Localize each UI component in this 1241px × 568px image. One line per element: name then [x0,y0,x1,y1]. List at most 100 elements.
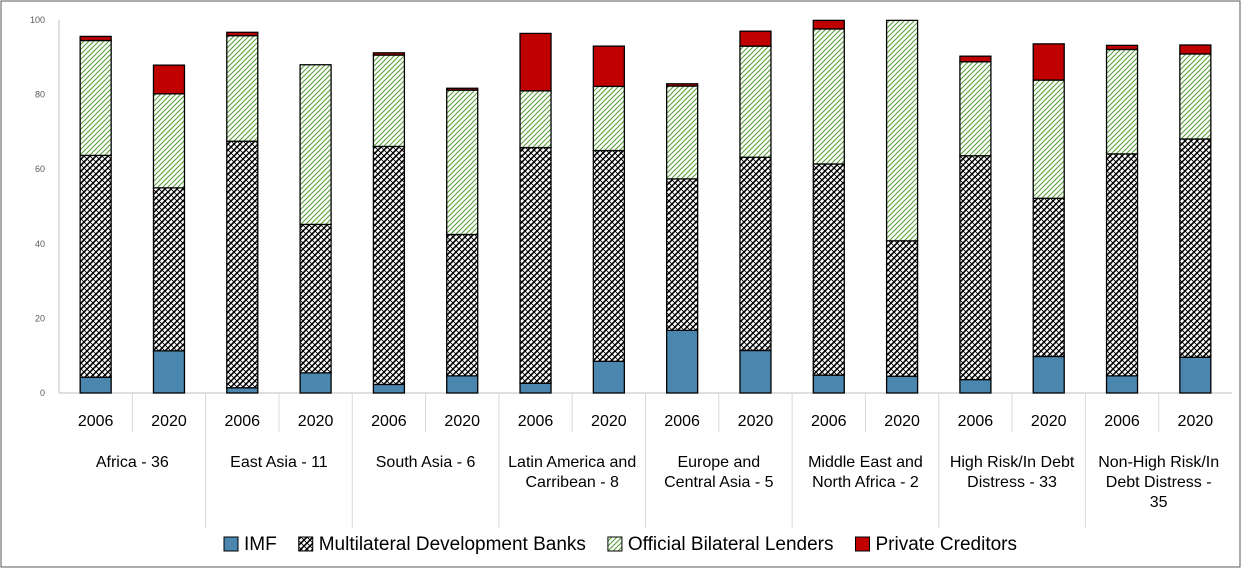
bar-segment [592,85,625,152]
x-tick-label-year: 2006 [958,413,994,430]
bar-segment [372,383,406,394]
bar-segment [446,87,479,91]
bar-segment [299,64,332,226]
bar-segment [739,349,772,394]
bar-segment [1179,53,1212,140]
x-tick-label-year: 2020 [738,413,774,430]
y-tick-label: 20 [35,313,45,323]
bar-segment [1105,44,1139,51]
bar-segment [372,52,406,56]
legend-label: IMF [244,534,277,555]
bar-segment [1032,79,1065,199]
x-tick-label-year: 2020 [444,413,480,430]
bar-segment [1179,44,1212,55]
x-tick-label-year: 2006 [371,413,407,430]
x-tick-label-year: 2006 [224,413,260,430]
x-group-label: East Asia - 11 [230,454,328,471]
bar-segment [666,83,699,87]
y-tick-label: 100 [30,15,45,25]
bar-segment [885,19,919,242]
x-tick-label-year: 2020 [1031,413,1067,430]
y-tick-label: 0 [40,388,45,398]
bar-segment [79,154,112,378]
legend-swatch [607,536,623,552]
bar-segment [666,85,699,180]
y-tick-label: 60 [35,164,45,174]
x-tick-label-year: 2006 [1104,413,1140,430]
x-group-label: Africa - 36 [96,454,169,471]
bar-segment [226,31,259,37]
bar-segment [1032,355,1065,394]
bar-segment [79,376,112,394]
bar-segment [1105,48,1139,155]
bar-segment [959,61,992,157]
bar-segment [592,45,625,88]
legend-swatch [223,536,239,552]
bar-segment [812,163,845,376]
bar-segment [1032,197,1065,358]
legend-swatch [855,536,870,552]
x-tick-label-year: 2020 [884,413,920,430]
bar-segment [372,145,406,386]
x-tick-label-year: 2006 [664,413,700,430]
bar-segment [1105,375,1139,394]
y-tick-label: 40 [35,239,45,249]
x-tick-label-year: 2006 [518,413,554,430]
x-group-label: Middle East and North Africa - 2 [808,454,923,491]
x-group-label: Latin America and Carribean - 8 [508,454,636,491]
bar-segment [226,35,259,142]
legend-label: Multilateral Development Banks [319,534,586,555]
bar-segment [226,387,259,394]
x-tick-label-year: 2020 [591,413,627,430]
bar-segment [152,93,186,189]
x-tick-label-year: 2006 [811,413,847,430]
bar-segment [739,30,772,47]
bar-segment [152,64,186,95]
bar-segment [299,372,332,394]
legend-swatch [298,536,314,552]
x-tick-label-year: 2020 [1178,413,1214,430]
bar-segment [226,140,259,389]
bar-segment [79,39,112,157]
bar-segment [959,155,992,381]
bar-segment [79,35,112,42]
bar-segment [1179,356,1212,394]
bar-segment [446,89,479,236]
x-tick-label-year: 2006 [78,413,114,430]
bar-segment [885,240,919,377]
bar-segment [519,382,552,394]
bar-segment [299,223,332,374]
bar-segment [666,178,699,331]
bar-segment [592,149,625,362]
bar-segment [519,90,552,149]
bar-segment [519,146,552,384]
bar-segment [446,233,479,377]
x-group-label: Non-High Risk/In Debt Distress -35 [1098,454,1219,511]
x-group-label: Europe and Central Asia - 5 [664,454,773,491]
legend-label: Private Creditors [876,534,1018,555]
bar-segment [959,378,992,394]
bar-segment [152,187,186,352]
bar-segment [739,156,772,352]
bar-segment [152,350,186,394]
bar-segment [959,55,992,63]
bar-segment [372,54,406,148]
x-tick-label-year: 2020 [151,413,187,430]
bar-segment [812,374,845,394]
x-tick-label-year: 2020 [298,413,334,430]
bar-segment [812,19,845,30]
bar-segment [1105,153,1139,377]
bar-segment [592,360,625,394]
x-group-label: South Asia - 6 [376,454,476,471]
bar-segment [666,329,699,394]
y-tick-label: 80 [35,90,45,100]
legend-label: Official Bilateral Lenders [628,534,834,555]
bar-segment [885,375,919,394]
bar-segment [812,28,845,165]
x-group-label: High Risk/In Debt Distress - 33 [950,454,1075,491]
bar-segment [1032,43,1065,81]
bar-segment [739,45,772,158]
